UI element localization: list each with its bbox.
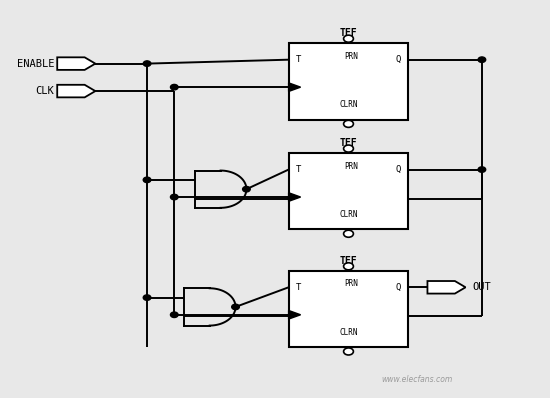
Circle shape [344, 120, 354, 127]
Text: Q: Q [396, 165, 402, 174]
Bar [289, 43, 409, 119]
Polygon shape [289, 310, 301, 319]
Polygon shape [57, 57, 95, 70]
Polygon shape [57, 85, 95, 98]
Text: CLRN: CLRN [339, 328, 358, 337]
Bar [289, 271, 409, 347]
Text: PRN: PRN [344, 52, 358, 60]
Polygon shape [289, 193, 301, 201]
Polygon shape [289, 83, 301, 92]
Circle shape [344, 145, 354, 152]
Bar [289, 153, 409, 229]
Text: PRN: PRN [344, 279, 358, 288]
Circle shape [344, 230, 354, 237]
Text: TFF: TFF [340, 28, 358, 38]
Text: T: T [296, 283, 301, 292]
Circle shape [143, 61, 151, 66]
Circle shape [344, 348, 354, 355]
Text: PRN: PRN [344, 162, 358, 170]
Circle shape [478, 57, 486, 62]
Circle shape [143, 295, 151, 300]
Text: TFF: TFF [340, 256, 358, 266]
Text: T: T [296, 165, 301, 174]
Circle shape [170, 312, 178, 318]
Circle shape [170, 84, 178, 90]
Circle shape [143, 177, 151, 183]
Text: www.elecfans.com: www.elecfans.com [381, 375, 452, 384]
Text: CLK: CLK [36, 86, 54, 96]
Polygon shape [427, 281, 465, 294]
Text: ENABLE: ENABLE [17, 59, 54, 68]
Text: T: T [296, 55, 301, 64]
Text: Q: Q [396, 55, 402, 64]
Text: CLRN: CLRN [339, 100, 358, 109]
Text: OUT: OUT [472, 282, 491, 292]
Circle shape [170, 194, 178, 200]
Text: CLRN: CLRN [339, 210, 358, 219]
Circle shape [344, 263, 354, 270]
Circle shape [232, 304, 239, 310]
Circle shape [344, 35, 354, 42]
Text: Q: Q [396, 283, 402, 292]
Text: TFF: TFF [340, 138, 358, 148]
Circle shape [478, 167, 486, 172]
Circle shape [243, 186, 250, 192]
